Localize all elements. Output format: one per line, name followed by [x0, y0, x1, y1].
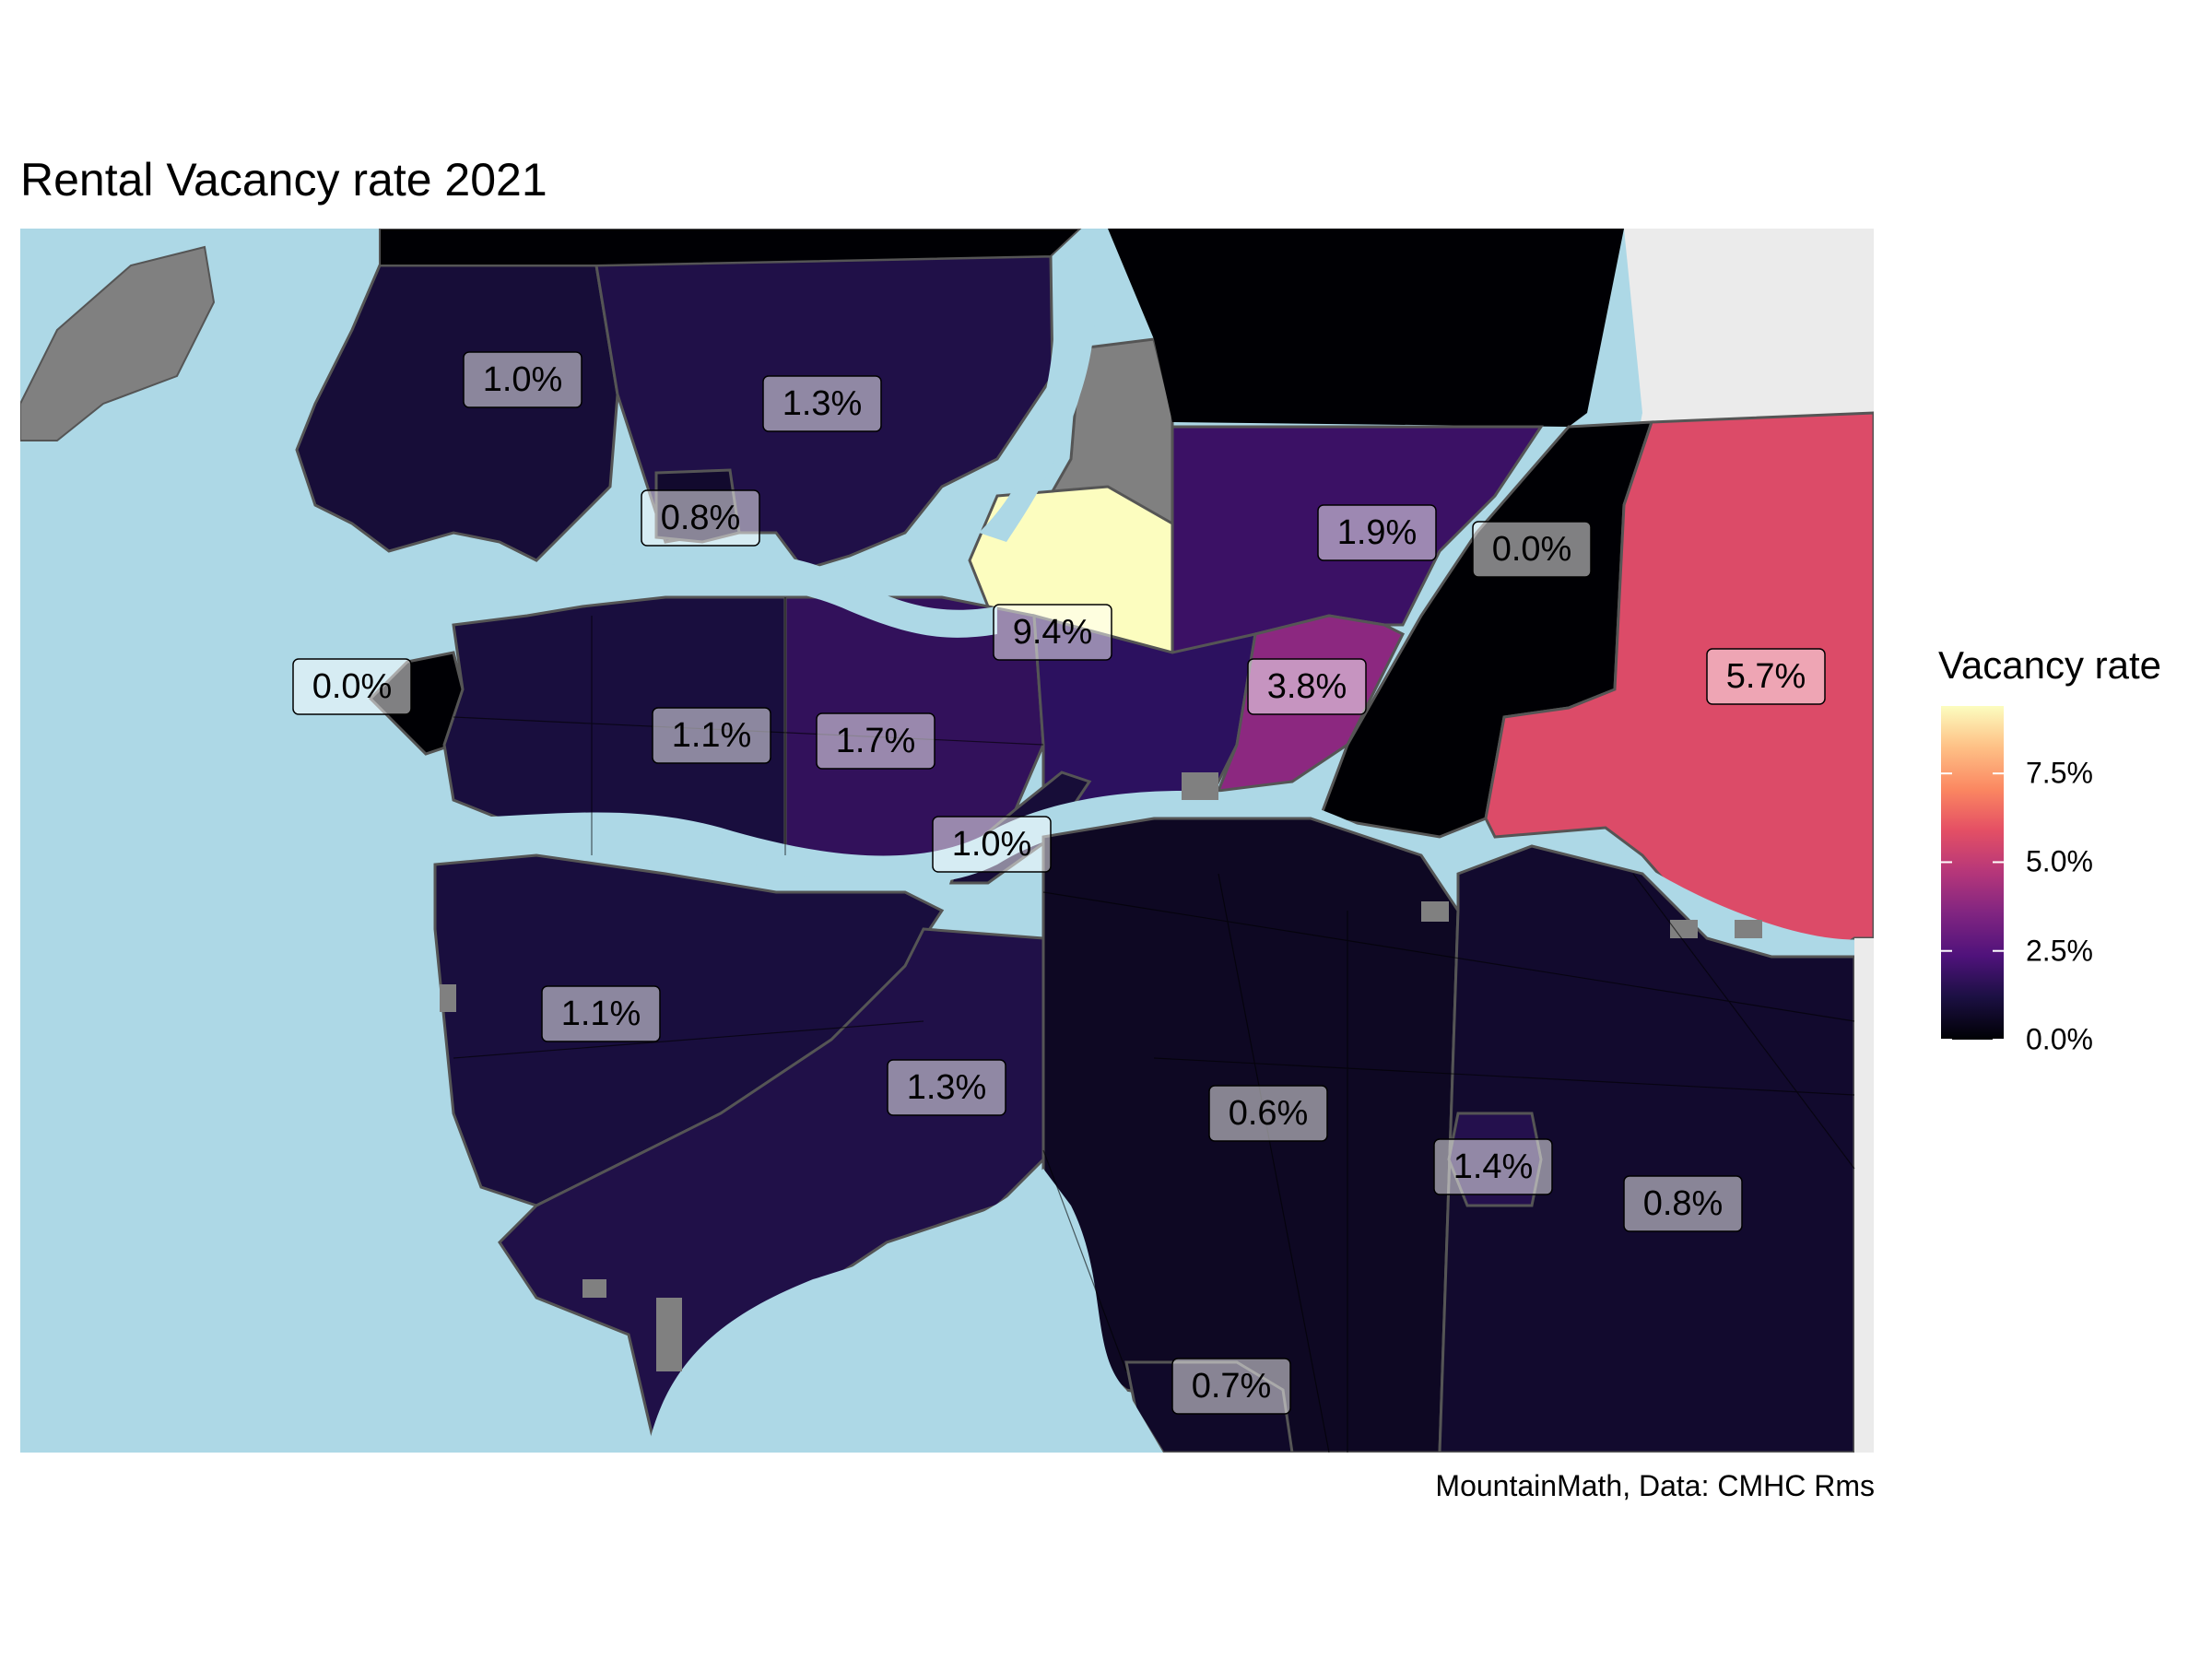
region-label-box: [1317, 504, 1437, 561]
region-north-van-district-west: [295, 264, 619, 562]
region-label-text: 1.1%: [672, 716, 752, 755]
region-label-box: [932, 816, 1052, 873]
region-label-text: 0.6%: [1229, 1094, 1309, 1133]
region-label-box: [641, 489, 760, 547]
region-label-text: 1.3%: [782, 384, 863, 423]
legend-tick-label: 0.0%: [2026, 1022, 2093, 1056]
region-label-text: 0.8%: [661, 499, 741, 537]
region-label-text: 1.0%: [483, 360, 563, 399]
region-label-text: 3.8%: [1267, 667, 1347, 706]
region-label-text: 5.7%: [1726, 657, 1806, 696]
north-strip: [379, 229, 1082, 266]
region-label-text: 1.0%: [952, 825, 1032, 864]
region-label-box: [1247, 658, 1367, 715]
region-label-box: [1472, 521, 1592, 578]
legend-tick-label: 7.5%: [2026, 756, 2093, 790]
no-data-patch: [1735, 920, 1762, 938]
label-layer: 1.0% 1.3% 0.8% 9.4% 1.9% 0.0% 5.7% 0.0% 1.1% 1.7%…: [292, 351, 1826, 1415]
legend-tick-label: 2.5%: [2026, 934, 2093, 968]
region-label-text: 9.4%: [1013, 613, 1093, 652]
region-label-box: [1433, 1138, 1553, 1195]
map-title: Rental Vacancy rate 2021: [20, 154, 547, 206]
region-label-box: [541, 985, 661, 1042]
region-label-text: 1.3%: [907, 1068, 987, 1107]
region-label-box: [993, 604, 1112, 661]
no-data-patch: [440, 984, 456, 1012]
no-data-patch: [656, 1298, 682, 1371]
region-label-langley-township: 0.8%: [1623, 1175, 1743, 1232]
burrard-inlet: [334, 552, 997, 638]
region-label-text: 0.8%: [1643, 1184, 1724, 1223]
map-caption: MountainMath, Data: CMHC Rms: [1435, 1469, 1875, 1502]
region-label-text: 1.9%: [1337, 513, 1418, 552]
region-label-text: 1.1%: [561, 994, 641, 1033]
no-data-patch: [1421, 901, 1449, 922]
region-label-richmond: 1.1%: [541, 985, 661, 1042]
region-label-langley-city: 1.4%: [1433, 1138, 1553, 1195]
region-label-north-van-city: 0.8%: [641, 489, 760, 547]
region-label-box: [1706, 648, 1826, 705]
region-label-text: 1.4%: [1453, 1147, 1534, 1186]
no-data-patch: [1854, 938, 1874, 1453]
region-label-text: 0.0%: [312, 667, 393, 706]
region-label-white-rock: 0.7%: [1171, 1358, 1291, 1415]
boundary-bay: [647, 1169, 1163, 1453]
region-label-ubc: 0.0%: [292, 658, 412, 715]
region-label-box: [1623, 1175, 1743, 1232]
region-label-surrey: 0.6%: [1208, 1085, 1328, 1142]
region-label-delta: 1.3%: [887, 1059, 1006, 1116]
no-data-patch: [582, 1279, 606, 1298]
region-label-pitt-meadows: 0.0%: [1472, 521, 1592, 578]
region-label-text: 0.7%: [1192, 1367, 1272, 1406]
no-data-patch: [1182, 772, 1218, 800]
region-label-coquitlam: 1.9%: [1317, 504, 1437, 561]
region-label-box: [816, 712, 935, 770]
region-label-port-moody: 9.4%: [993, 604, 1112, 661]
region-label-port-coquitlam: 3.8%: [1247, 658, 1367, 715]
legend-tick-label: 5.0%: [2026, 844, 2093, 878]
region-label-vancouver: 1.1%: [652, 707, 771, 764]
region-label-box: [762, 375, 882, 432]
region-label-box: [292, 658, 412, 715]
legend-title: Vacancy rate: [1938, 643, 2162, 687]
indian-arm: [979, 247, 1096, 542]
region-label-maple-ridge: 5.7%: [1706, 648, 1826, 705]
region-label-new-westminster: 1.0%: [932, 816, 1052, 873]
no-data-island: [20, 245, 216, 441]
vacancy-map: 1.0% 1.3% 0.8% 9.4% 1.9% 0.0% 5.7% 0.0% 1.1% 1.7%…: [20, 229, 1874, 1453]
region-label-burnaby: 1.7%: [816, 712, 935, 770]
legend-colorbar: [1941, 706, 2004, 1040]
region-label-box: [887, 1059, 1006, 1116]
no-data-patch: [1670, 920, 1698, 938]
region-label-box: [1208, 1085, 1328, 1142]
region-label-text: 1.7%: [836, 722, 916, 760]
region-label-north-van-district-west: 1.0%: [463, 351, 582, 408]
region-label-box: [1171, 1358, 1291, 1415]
region-label-text: 0.0%: [1492, 530, 1572, 569]
region-label-box: [652, 707, 771, 764]
region-label-box: [463, 351, 582, 408]
no-data-north-east: [1108, 229, 1624, 427]
region-label-north-van-district-east: 1.3%: [762, 375, 882, 432]
